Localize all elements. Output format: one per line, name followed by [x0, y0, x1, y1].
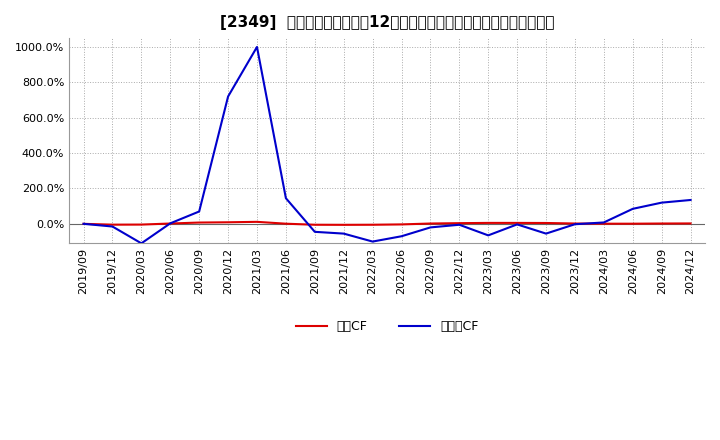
Line: 営業CF: 営業CF: [84, 222, 690, 225]
営業CF: [513, 220, 521, 226]
フリーCF: [484, 233, 492, 238]
営業CF: [541, 220, 550, 226]
営業CF: [310, 222, 319, 227]
フリーCF: [629, 206, 637, 212]
営業CF: [195, 220, 204, 225]
営業CF: [686, 221, 695, 226]
フリーCF: [79, 221, 88, 227]
フリーCF: [166, 221, 174, 226]
フリーCF: [513, 222, 521, 227]
営業CF: [397, 222, 406, 227]
営業CF: [137, 222, 145, 227]
フリーCF: [369, 239, 377, 244]
営業CF: [600, 221, 608, 226]
営業CF: [224, 220, 233, 225]
Line: フリーCF: フリーCF: [84, 47, 690, 243]
フリーCF: [195, 209, 204, 214]
営業CF: [629, 221, 637, 226]
営業CF: [108, 222, 117, 227]
フリーCF: [310, 229, 319, 235]
営業CF: [484, 220, 492, 226]
営業CF: [339, 222, 348, 227]
フリーCF: [541, 231, 550, 236]
営業CF: [426, 221, 435, 226]
営業CF: [166, 221, 174, 226]
営業CF: [369, 222, 377, 227]
フリーCF: [253, 44, 261, 50]
営業CF: [455, 220, 464, 226]
フリーCF: [686, 198, 695, 203]
フリーCF: [224, 94, 233, 99]
営業CF: [79, 221, 88, 227]
営業CF: [571, 221, 580, 226]
フリーCF: [282, 196, 290, 201]
フリーCF: [108, 224, 117, 229]
フリーCF: [571, 222, 580, 227]
フリーCF: [600, 220, 608, 225]
フリーCF: [397, 234, 406, 239]
営業CF: [657, 221, 666, 226]
フリーCF: [455, 222, 464, 227]
営業CF: [282, 221, 290, 226]
フリーCF: [657, 200, 666, 205]
フリーCF: [426, 225, 435, 230]
フリーCF: [339, 231, 348, 236]
Legend: 営業CF, フリーCF: 営業CF, フリーCF: [291, 315, 484, 338]
Title: [2349]  キャッシュフローの12か月移動合計の対前年同期増減率の推移: [2349] キャッシュフローの12か月移動合計の対前年同期増減率の推移: [220, 15, 554, 30]
営業CF: [253, 219, 261, 224]
フリーCF: [137, 241, 145, 246]
